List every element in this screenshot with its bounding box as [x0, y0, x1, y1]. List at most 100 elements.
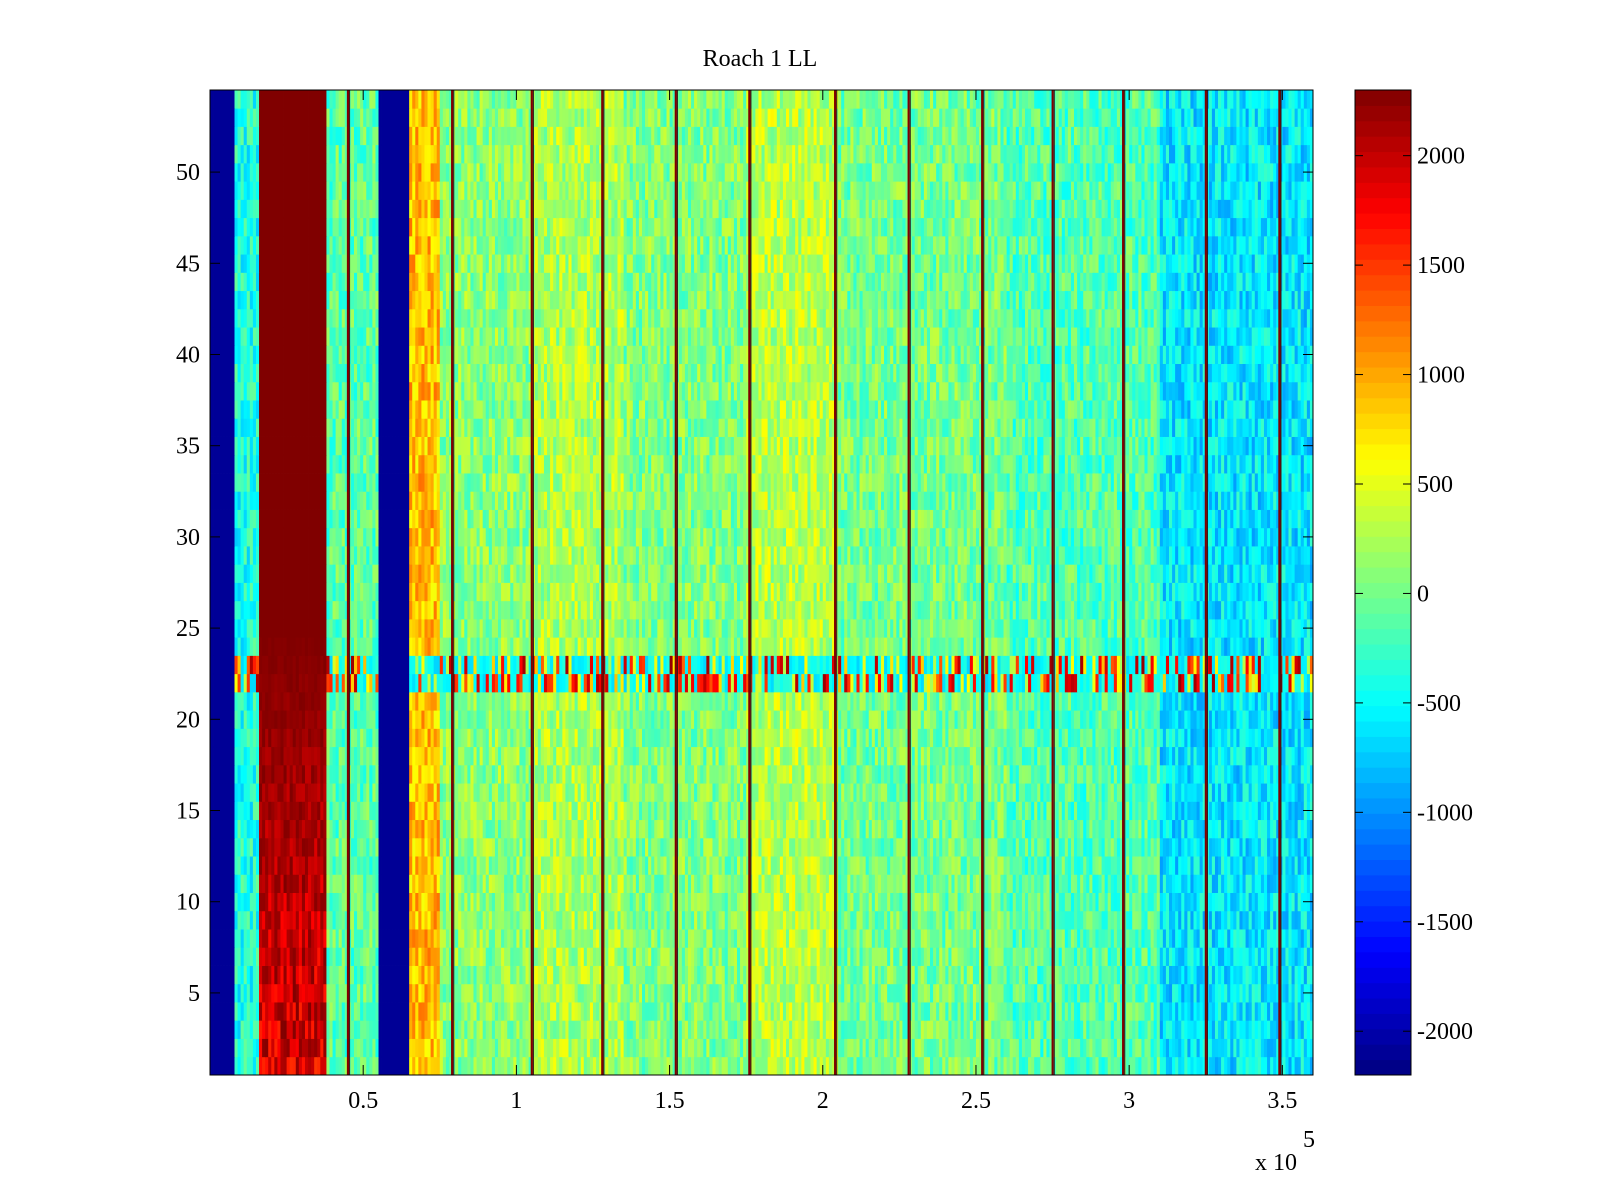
heatmap-cell: [210, 856, 213, 875]
heatmap-cell: [768, 1002, 771, 1021]
heatmap-cell: [280, 966, 283, 985]
heatmap-cell: [492, 947, 495, 966]
heatmap-cell: [1175, 966, 1178, 985]
heatmap-cell: [621, 874, 624, 893]
heatmap-cell: [314, 947, 317, 966]
heatmap-cell: [807, 838, 810, 857]
heatmap-cell: [274, 874, 277, 893]
heatmap-cell: [1099, 911, 1102, 930]
heatmap-cell: [930, 893, 933, 912]
heatmap-cell: [847, 1057, 850, 1076]
heatmap-cell: [639, 1002, 642, 1021]
heatmap-cell: [633, 911, 636, 930]
heatmap-cell: [244, 984, 247, 1003]
heatmap-cell: [274, 947, 277, 966]
heatmap-cell: [801, 1002, 804, 1021]
heatmap-cell: [1304, 856, 1307, 875]
heatmap-cell: [271, 874, 274, 893]
heatmap-cell: [844, 874, 847, 893]
heatmap-cell: [958, 1020, 961, 1039]
heatmap-cell: [716, 820, 719, 839]
heatmap-cell: [1292, 893, 1295, 912]
heatmap-cell: [1190, 874, 1193, 893]
heatmap-cell: [1111, 911, 1114, 930]
heatmap-cell: [841, 838, 844, 857]
heatmap-cell: [758, 966, 761, 985]
heatmap-cell: [498, 820, 501, 839]
heatmap-cell: [1243, 911, 1246, 930]
heatmap-cell: [884, 1039, 887, 1058]
heatmap-cell: [939, 966, 942, 985]
heatmap-cell: [225, 838, 228, 857]
heatmap-cell: [700, 893, 703, 912]
heatmap-cell: [1221, 1002, 1224, 1021]
heatmap-cell: [881, 874, 884, 893]
heatmap-cell: [1292, 966, 1295, 985]
heatmap-cell: [1252, 856, 1255, 875]
heatmap-cell: [587, 838, 590, 857]
heatmap-cell: [1304, 947, 1307, 966]
heatmap-cell: [860, 1039, 863, 1058]
heatmap-cell: [333, 929, 336, 948]
heatmap-cell: [519, 984, 522, 1003]
heatmap-cell: [1270, 856, 1273, 875]
heatmap-cell: [336, 856, 339, 875]
heatmap-cell: [887, 838, 890, 857]
heatmap-cell: [1160, 947, 1163, 966]
heatmap-cell: [1172, 947, 1175, 966]
heatmap-cell: [657, 984, 660, 1003]
heatmap-cell: [1065, 1020, 1068, 1039]
heatmap-cell: [700, 984, 703, 1003]
heatmap-cell: [958, 856, 961, 875]
heatmap-cell: [369, 929, 372, 948]
heatmap-cell: [412, 893, 415, 912]
heatmap-cell: [789, 820, 792, 839]
heatmap-cell: [893, 893, 896, 912]
heatmap-cell: [826, 911, 829, 930]
heatmap-cell: [455, 929, 458, 948]
heatmap-cell: [421, 1057, 424, 1076]
heatmap-cell: [820, 966, 823, 985]
heatmap-cell: [375, 1057, 378, 1076]
heatmap-cell: [654, 874, 657, 893]
heatmap-cell: [927, 1002, 930, 1021]
heatmap-cell: [247, 929, 250, 948]
heatmap-cell: [1227, 1039, 1230, 1058]
heatmap-cell: [268, 929, 271, 948]
heatmap-cell: [280, 874, 283, 893]
heatmap-cell: [473, 874, 476, 893]
heatmap-cell: [1181, 966, 1184, 985]
heatmap-cell: [792, 1020, 795, 1039]
heatmap-cell: [219, 820, 222, 839]
heatmap-cell: [562, 947, 565, 966]
heatmap-cell: [326, 820, 329, 839]
heatmap-cell: [412, 1057, 415, 1076]
heatmap-cell: [1095, 929, 1098, 948]
heatmap-cell: [860, 893, 863, 912]
heatmap-cell: [578, 838, 581, 857]
heatmap-cell: [235, 1020, 238, 1039]
heatmap-cell: [728, 1002, 731, 1021]
heatmap-cell: [1126, 984, 1129, 1003]
heatmap-cell: [323, 893, 326, 912]
heatmap-cell: [1028, 874, 1031, 893]
heatmap-cell: [1285, 1039, 1288, 1058]
heatmap-cell: [250, 947, 253, 966]
heatmap-cell: [1095, 947, 1098, 966]
heatmap-cell: [357, 874, 360, 893]
heatmap-cell: [575, 874, 578, 893]
heatmap-cell: [958, 893, 961, 912]
heatmap-cell: [1099, 1039, 1102, 1058]
heatmap-cell: [795, 1057, 798, 1076]
heatmap-cell: [1025, 838, 1028, 857]
heatmap-cell: [716, 966, 719, 985]
heatmap-cell: [360, 966, 363, 985]
heatmap-cell: [547, 929, 550, 948]
heatmap-cell: [820, 929, 823, 948]
heatmap-cell: [961, 911, 964, 930]
heatmap-cell: [222, 947, 225, 966]
heatmap-cell: [967, 874, 970, 893]
heatmap-cell: [418, 856, 421, 875]
heatmap-cell: [1126, 1020, 1129, 1039]
heatmap-cell: [1022, 966, 1025, 985]
